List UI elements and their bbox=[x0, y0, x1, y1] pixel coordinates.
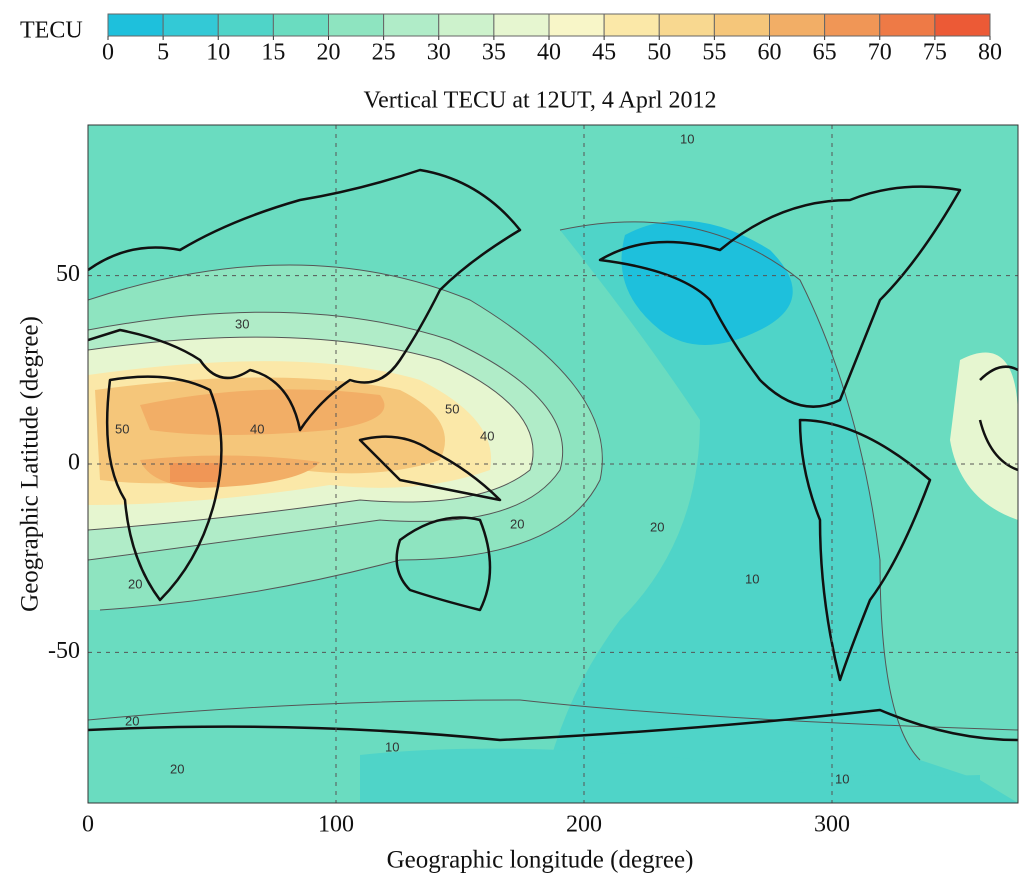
contour-fill bbox=[360, 748, 980, 803]
contour-label: 10 bbox=[835, 771, 849, 786]
contour-label: 20 bbox=[170, 761, 184, 776]
colorbar-tick-label: 60 bbox=[758, 40, 782, 66]
colorbar-tick-label: 75 bbox=[923, 40, 947, 66]
colorbar-tick-label: 40 bbox=[537, 40, 561, 66]
y-tick-label: -50 bbox=[48, 638, 80, 664]
colorbar-segment bbox=[107, 13, 164, 37]
colorbar-segment bbox=[769, 13, 826, 37]
colorbar-tick-label: 15 bbox=[261, 40, 285, 66]
colorbar-segment bbox=[328, 13, 385, 37]
colorbar-segment bbox=[438, 13, 495, 37]
x-tick-label: 300 bbox=[814, 812, 850, 838]
colorbar-tick-label: 55 bbox=[702, 40, 726, 66]
contour-fill bbox=[170, 463, 220, 482]
contour-label: 50 bbox=[445, 401, 459, 416]
colorbar-tick-label: 65 bbox=[813, 40, 837, 66]
colorbar-tick-label: 20 bbox=[317, 40, 341, 66]
x-tick-label: 100 bbox=[318, 812, 354, 838]
colorbar-tick-label: 0 bbox=[102, 40, 114, 66]
colorbar-segment bbox=[603, 13, 660, 37]
colorbar-tick-label: 5 bbox=[157, 40, 169, 66]
colorbar-tick-label: 35 bbox=[482, 40, 506, 66]
colorbar-tick-label: 50 bbox=[647, 40, 671, 66]
map: 30 40 50 50 40 20 20 10 10 10 20 20 10 20 bbox=[88, 125, 1018, 803]
contour-label: 20 bbox=[650, 519, 664, 534]
contour-label: 20 bbox=[510, 516, 524, 531]
plot-frame bbox=[87, 124, 1019, 804]
contour-fill bbox=[621, 220, 793, 345]
contour-label: 20 bbox=[125, 713, 139, 728]
colorbar-label: TECU bbox=[20, 18, 83, 44]
colorbar-tick-label: 10 bbox=[206, 40, 230, 66]
contour-label: 10 bbox=[745, 571, 759, 586]
colorbar-tick-label: 80 bbox=[978, 40, 1002, 66]
contour-label: 10 bbox=[385, 739, 399, 754]
colorbar-segment bbox=[162, 13, 219, 37]
colorbar-segment bbox=[383, 13, 440, 37]
colorbar-tick-label: 70 bbox=[868, 40, 892, 66]
colorbar-segment bbox=[824, 13, 881, 37]
colorbar-tick-label: 25 bbox=[372, 40, 396, 66]
contour-label: 50 bbox=[115, 421, 129, 436]
contour-label: 30 bbox=[235, 316, 249, 331]
x-axis-label: Geographic longitude (degree) bbox=[387, 847, 694, 874]
contour-label: 40 bbox=[480, 428, 494, 443]
x-tick-label: 0 bbox=[82, 812, 94, 838]
colorbar-segment bbox=[548, 13, 605, 37]
contour-label: 20 bbox=[128, 576, 142, 591]
colorbar-tick-label: 30 bbox=[427, 40, 451, 66]
y-tick-label: 50 bbox=[56, 261, 80, 287]
colorbar-segment bbox=[934, 13, 991, 37]
chart-title: Vertical TECU at 12UT, 4 Aprl 2012 bbox=[363, 88, 716, 114]
colorbar-segment bbox=[658, 13, 715, 37]
y-tick-label: 0 bbox=[68, 450, 80, 476]
colorbar-segment bbox=[272, 13, 329, 37]
colorbar-segment bbox=[879, 13, 936, 37]
x-tick-label: 200 bbox=[566, 812, 602, 838]
contour-label: 10 bbox=[680, 131, 694, 146]
colorbar-segment bbox=[217, 13, 274, 37]
contour-label: 40 bbox=[250, 421, 264, 436]
colorbar-segment bbox=[493, 13, 550, 37]
colorbar-segment bbox=[713, 13, 770, 37]
contour-fill bbox=[540, 221, 1018, 803]
y-axis-label: Geographic Latitude (degree) bbox=[17, 316, 44, 612]
colorbar-tick-label: 45 bbox=[592, 40, 616, 66]
